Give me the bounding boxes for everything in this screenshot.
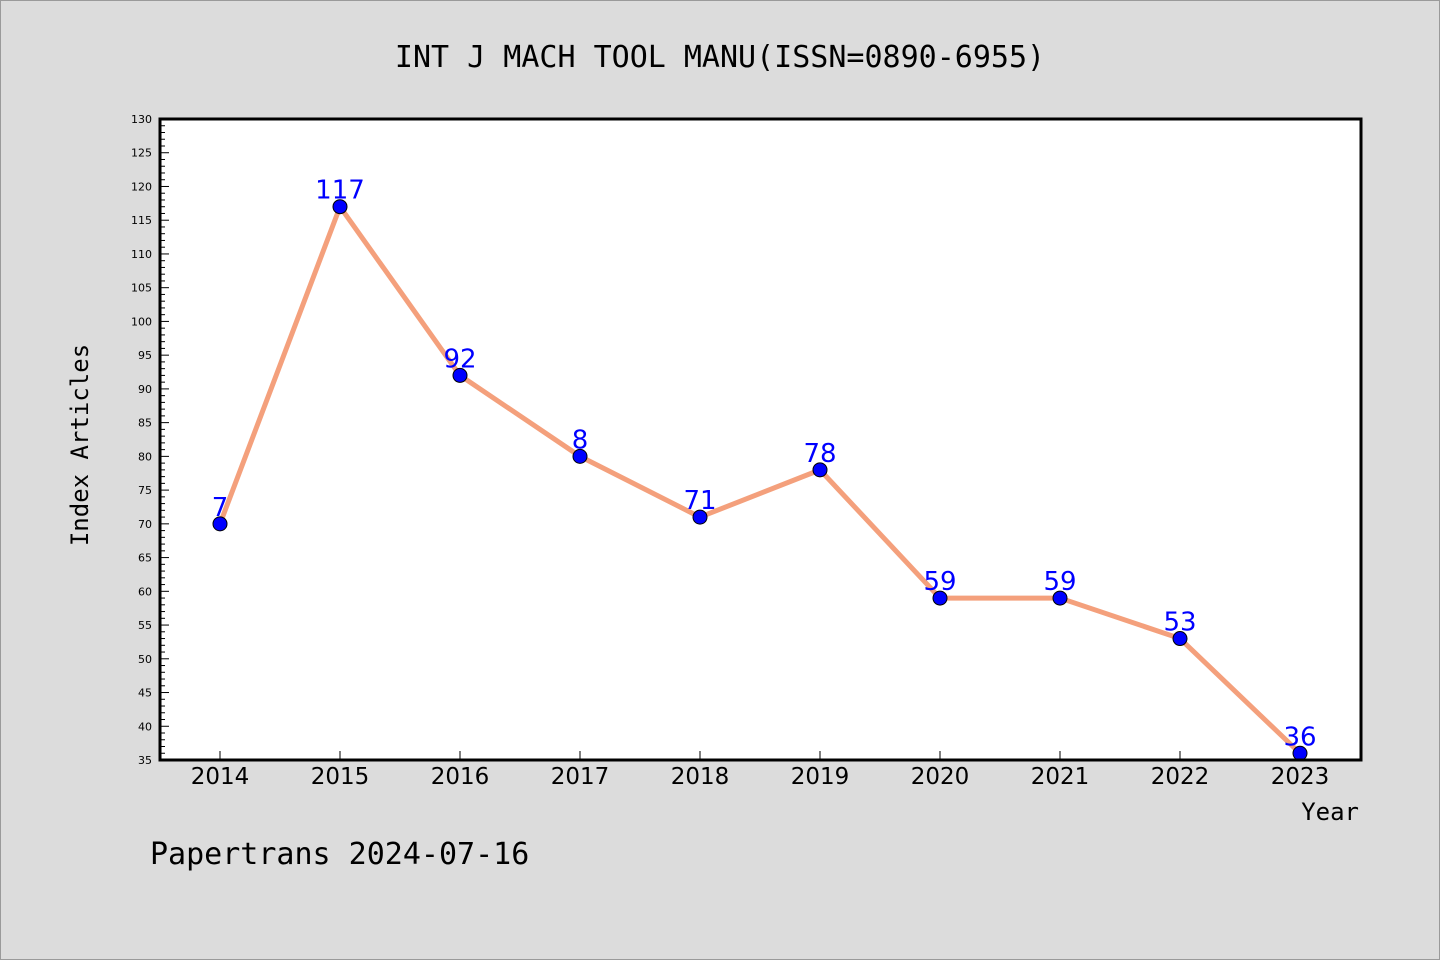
y-tick-label: 55 [138,619,152,632]
x-tick-label: 2017 [551,764,610,790]
x-tick-label: 2020 [911,764,970,790]
data-label: 78 [803,439,836,469]
data-label: 71 [683,486,716,516]
y-tick-label: 125 [131,147,152,160]
data-point [332,199,348,215]
data-point [932,590,948,606]
data-label: 7 [212,493,229,523]
x-tick-label: 2014 [191,764,250,790]
data-point [212,516,228,532]
plot-border [158,117,1363,762]
data-point [1052,590,1068,606]
chart-title: INT J MACH TOOL MANU(ISSN=0890-6955) [395,40,1045,75]
data-point [572,448,588,464]
y-tick-label: 45 [138,687,152,700]
y-tick-label: 50 [138,653,152,666]
y-tick-label: 60 [138,585,152,598]
y-tick-label: 105 [131,282,152,295]
footer-text: Papertrans 2024-07-16 [150,837,529,872]
series-line-group [217,204,1303,756]
y-axis-ticks: 35 40 45 50 55 60 65 70 75 80 85 90 95 100 105 110 115 12… [131,113,169,767]
data-point [692,509,708,525]
data-label: 53 [1163,608,1196,638]
data-label: 117 [315,176,365,206]
data-label: 36 [1283,722,1316,752]
series-line [217,204,1303,756]
data-label: 8 [572,425,589,455]
x-axis-title: Year [1301,798,1359,826]
y-tick-label: 95 [138,349,152,362]
y-tick-label: 120 [131,180,152,193]
y-axis-title: Index Articles [66,344,94,546]
data-labels-group: 7 117 92 8 71 78 59 59 53 36 [212,176,1317,753]
data-points-group [212,199,1308,761]
y-tick-label: 110 [131,248,152,261]
data-label: 92 [443,344,476,374]
y-tick-label: 35 [138,754,152,767]
data-point [452,367,468,383]
y-tick-label: 75 [138,484,152,497]
x-tick-label: 2022 [1151,764,1210,790]
y-tick-label: 65 [138,552,152,565]
x-tick-label: 2019 [791,764,850,790]
y-tick-label: 115 [131,214,152,227]
x-tick-label: 2016 [431,764,490,790]
y-tick-label: 40 [138,720,152,733]
data-point [1172,631,1188,647]
data-point [812,462,828,478]
y-tick-label: 80 [138,450,152,463]
x-tick-label: 2021 [1031,764,1090,790]
data-label: 59 [1043,567,1076,597]
y-tick-label: 70 [138,518,152,531]
x-tick-label: 2015 [311,764,370,790]
y-tick-label: 85 [138,417,152,430]
y-tick-label: 90 [138,383,152,396]
x-tick-label: 2018 [671,764,730,790]
y-tick-label: 130 [131,113,152,126]
y-tick-label: 100 [131,315,152,328]
x-tick-label: 2023 [1271,764,1330,790]
data-label: 59 [923,567,956,597]
plot-area [160,119,1361,760]
